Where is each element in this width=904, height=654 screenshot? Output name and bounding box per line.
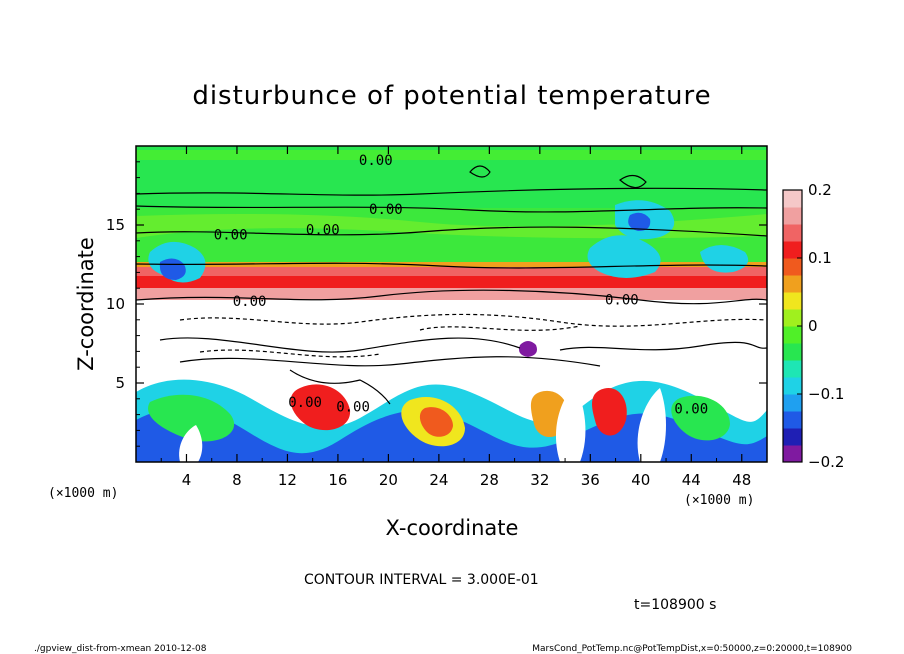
colorbar-swatch [783, 190, 802, 208]
mid-light-band [136, 214, 767, 239]
contour-label: 0.00 [359, 153, 393, 169]
time-label: t=108900 s [634, 597, 716, 613]
x-tick-label: 44 [682, 471, 701, 489]
x-tick-label: 36 [581, 471, 600, 489]
colorbar-tick-label: 0.2 [808, 181, 832, 199]
colorbar-swatch [783, 309, 802, 327]
y-unit-label: (×1000 m) [48, 486, 118, 501]
colorbar-swatch [783, 360, 802, 378]
lower-white-plume-1 [555, 385, 586, 462]
contour-label: 0.00 [674, 401, 708, 417]
contour-label: 0.00 [306, 223, 340, 239]
x-tick-label: 48 [732, 471, 751, 489]
contour-lines [136, 165, 767, 405]
x-tick-label: 40 [631, 471, 650, 489]
y-tick-label: 5 [115, 374, 125, 392]
colorbar-tick-label: −0.2 [808, 453, 844, 471]
y-tick-label: 10 [106, 295, 125, 313]
plot-area: 0.00 0.00 0.00 0.00 0.00 0.00 0.00 0.00 0.00 [136, 146, 767, 462]
colorbar-swatch [783, 411, 802, 429]
colorbar-swatch [783, 445, 802, 463]
contour-label: 0.00 [369, 202, 403, 218]
colorbar-tick-label: 0 [808, 317, 818, 335]
x-tick-label: 8 [232, 471, 242, 489]
x-tick-label: 32 [530, 471, 549, 489]
x-tick-label: 16 [328, 471, 347, 489]
lower-red-swirl-2 [419, 407, 453, 437]
y-axis-label: Z-coordinate [74, 237, 98, 371]
contour-interval: CONTOUR INTERVAL = 3.000E-01 [304, 572, 539, 588]
white-mixed-layer [136, 300, 767, 380]
colorbar-tick-label: 0.1 [808, 249, 832, 267]
colorbar-swatch [783, 343, 802, 361]
x-tick-label: 4 [182, 471, 192, 489]
x-axis: 4 8 12 16 20 24 28 32 36 40 44 48 [160, 146, 751, 489]
colorbar-swatch [783, 394, 802, 412]
footer-right: MarsCond_PotTemp.nc@PotTempDist,x=0:5000… [532, 644, 852, 654]
y-axis: 5 10 15 [106, 161, 767, 447]
upper-light-band [136, 150, 767, 160]
lower-white-plume-2 [637, 388, 666, 462]
contour-label: 0.00 [336, 400, 370, 416]
orange-band [136, 262, 767, 267]
colorbar-swatch [783, 326, 802, 344]
contour-label: 0.00 [605, 292, 639, 308]
colorbar-swatch [783, 428, 802, 446]
x-tick-label: 12 [278, 471, 297, 489]
core-red-band [136, 276, 767, 288]
colorbar-swatch [783, 275, 802, 293]
lower-green-swirl [148, 394, 235, 442]
colorbar-swatch [783, 207, 802, 225]
contour-labels: 0.00 0.00 0.00 0.00 0.00 0.00 0.00 0.00 0.00 [214, 153, 708, 417]
lower-green-swirl-2 [671, 395, 730, 441]
dashed-contours [179, 313, 767, 358]
contour-label: 0.00 [214, 227, 248, 243]
x-axis-label: X-coordinate [386, 516, 519, 540]
x-unit-label: (×1000 m) [684, 493, 754, 508]
x-tick-label: 28 [480, 471, 499, 489]
contour-label: 0.00 [288, 395, 322, 411]
colorbar: 0.2 0.1 0 −0.1 −0.2 [782, 181, 844, 471]
colorbar-tick-label: −0.1 [808, 385, 844, 403]
footer-left: ./gpview_dist-from-xmean 2010-12-08 [34, 644, 207, 654]
colorbar-swatch [783, 377, 802, 395]
cyan-patch-right [587, 235, 661, 278]
lower-red-swirl [290, 384, 351, 431]
x-tick-label: 24 [429, 471, 448, 489]
lower-red-swirl-3 [592, 388, 627, 436]
colorbar-swatch [783, 224, 802, 242]
colorbar-swatch [783, 258, 802, 276]
x-tick-label: 20 [379, 471, 398, 489]
lower-white-plume-3 [179, 425, 203, 462]
chart-title: disturbunce of potential temperature [192, 81, 711, 111]
contour-label: 0.00 [233, 294, 267, 310]
purple-spot [519, 341, 537, 357]
colorbar-swatch [783, 292, 802, 310]
blue-patch-right [628, 212, 651, 231]
y-tick-label: 15 [106, 216, 125, 234]
colorbar-swatch [783, 241, 802, 259]
